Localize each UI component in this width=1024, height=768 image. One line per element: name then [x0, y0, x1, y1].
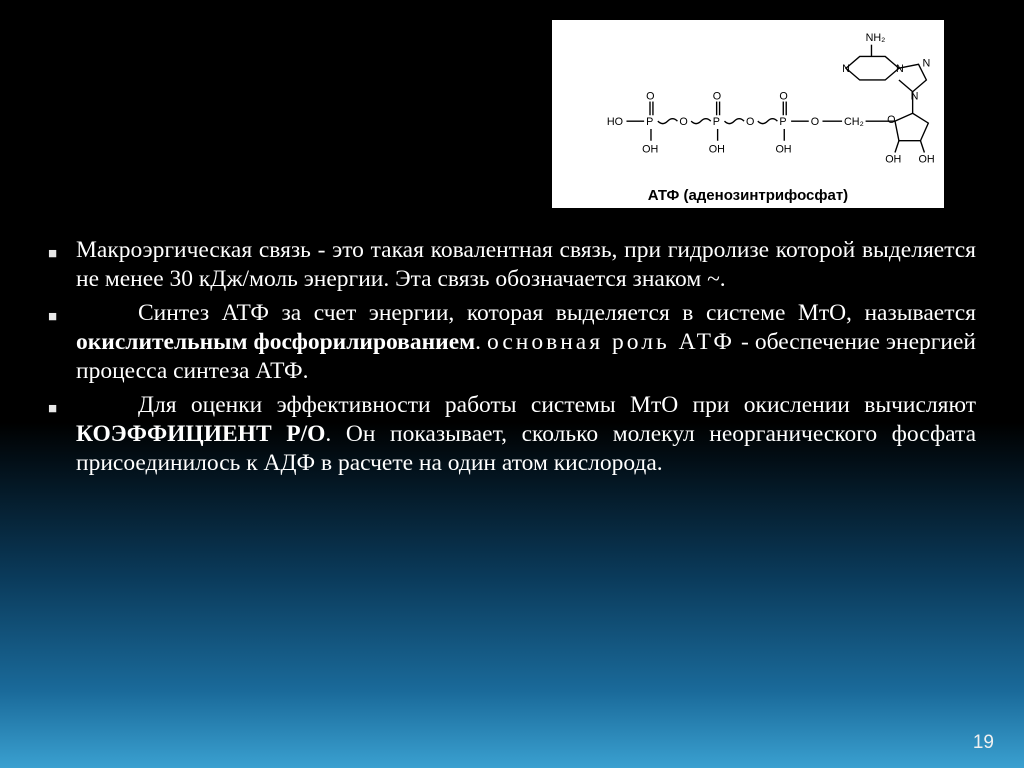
svg-text:N: N [842, 63, 850, 75]
svg-text:NH₂: NH₂ [866, 32, 886, 44]
svg-text:OH: OH [775, 144, 791, 156]
svg-text:O: O [679, 116, 687, 128]
slide-content: ■ Макроэргическая связь - это такая кова… [48, 236, 976, 483]
svg-text:OH: OH [642, 144, 658, 156]
svg-text:O: O [779, 91, 787, 103]
bullet-2-bold: окислительным фосфорилированием [76, 329, 475, 355]
bullet-1: ■ Макроэргическая связь - это такая кова… [48, 236, 976, 293]
svg-text:O: O [713, 91, 721, 103]
bullet-3-pre: Для оценки эффективности работы системы … [138, 392, 976, 418]
svg-text:O: O [646, 91, 654, 103]
bullet-1-text: Макроэргическая связь - это такая ковале… [76, 236, 976, 293]
svg-text:OH: OH [885, 153, 901, 165]
chemical-figure: NH₂ N N N N O OH OH [546, 14, 950, 214]
bullet-2-text: Синтез АТФ за счет энергии, которая выде… [76, 299, 976, 385]
bullet-3-bold: КОЭФФИЦИЕНТ Р/О [76, 421, 325, 447]
svg-text:P: P [646, 116, 653, 128]
bullet-marker-icon: ■ [48, 236, 76, 293]
svg-text:HO: HO [607, 116, 623, 128]
svg-text:O: O [811, 116, 819, 128]
svg-text:OH: OH [919, 153, 935, 165]
svg-text:N: N [896, 63, 904, 75]
page-number: 19 [973, 732, 994, 754]
figure-caption: АТФ (аденозинтрифосфат) [648, 187, 848, 208]
figure-inner: NH₂ N N N N O OH OH [552, 20, 944, 208]
svg-text:P: P [779, 116, 786, 128]
svg-text:CH₂: CH₂ [844, 116, 864, 128]
svg-text:OH: OH [709, 144, 725, 156]
bullet-marker-icon: ■ [48, 391, 76, 477]
bullet-2-pre: Синтез АТФ за счет энергии, которая выде… [138, 300, 976, 326]
svg-text:N: N [911, 91, 919, 103]
svg-text:N: N [922, 57, 930, 69]
svg-text:P: P [713, 116, 720, 128]
bullet-3-text: Для оценки эффективности работы системы … [76, 391, 976, 477]
svg-text:O: O [746, 116, 754, 128]
bullet-3: ■ Для оценки эффективности работы систем… [48, 391, 976, 477]
svg-text:O: O [887, 114, 895, 126]
bullet-marker-icon: ■ [48, 299, 76, 385]
bullet-2: ■ Синтез АТФ за счет энергии, которая вы… [48, 299, 976, 385]
atp-structure-svg: NH₂ N N N N O OH OH [552, 20, 944, 187]
